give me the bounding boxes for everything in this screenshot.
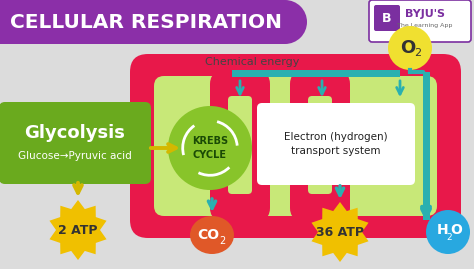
Ellipse shape [190, 216, 234, 254]
FancyBboxPatch shape [308, 96, 332, 194]
FancyBboxPatch shape [0, 0, 285, 44]
FancyBboxPatch shape [154, 76, 437, 216]
FancyBboxPatch shape [374, 5, 400, 31]
Text: KREBS
CYCLE: KREBS CYCLE [192, 136, 228, 160]
Text: 2 ATP: 2 ATP [58, 224, 98, 236]
Text: 2: 2 [414, 48, 421, 58]
Bar [423, 72, 430, 220]
Polygon shape [311, 202, 368, 262]
Text: Glycolysis: Glycolysis [25, 124, 126, 142]
Polygon shape [49, 200, 107, 260]
Text: CO: CO [197, 228, 219, 242]
FancyBboxPatch shape [210, 72, 270, 220]
Text: Electron (hydrogen)
transport system: Electron (hydrogen) transport system [284, 132, 388, 156]
FancyBboxPatch shape [290, 72, 350, 220]
Text: O: O [450, 223, 462, 237]
Text: B: B [382, 12, 392, 24]
FancyBboxPatch shape [228, 96, 252, 194]
Bar [232, 70, 400, 77]
Text: Chemical energy: Chemical energy [205, 57, 299, 67]
FancyBboxPatch shape [130, 54, 461, 238]
Circle shape [426, 210, 470, 254]
Text: The Learning App: The Learning App [397, 23, 453, 27]
Text: O: O [401, 39, 416, 57]
FancyBboxPatch shape [0, 102, 151, 184]
Text: CELLULAR RESPIRATION: CELLULAR RESPIRATION [10, 12, 282, 31]
FancyBboxPatch shape [369, 0, 471, 42]
Text: BYJU'S: BYJU'S [405, 9, 445, 19]
Text: 2: 2 [219, 236, 225, 246]
Circle shape [168, 106, 252, 190]
Circle shape [388, 26, 432, 70]
Text: 2: 2 [446, 232, 452, 242]
Text: 36 ATP: 36 ATP [316, 225, 364, 239]
Ellipse shape [263, 0, 307, 44]
Text: H: H [437, 223, 449, 237]
FancyBboxPatch shape [257, 103, 415, 185]
Text: Glucose→Pyruvic acid: Glucose→Pyruvic acid [18, 151, 132, 161]
